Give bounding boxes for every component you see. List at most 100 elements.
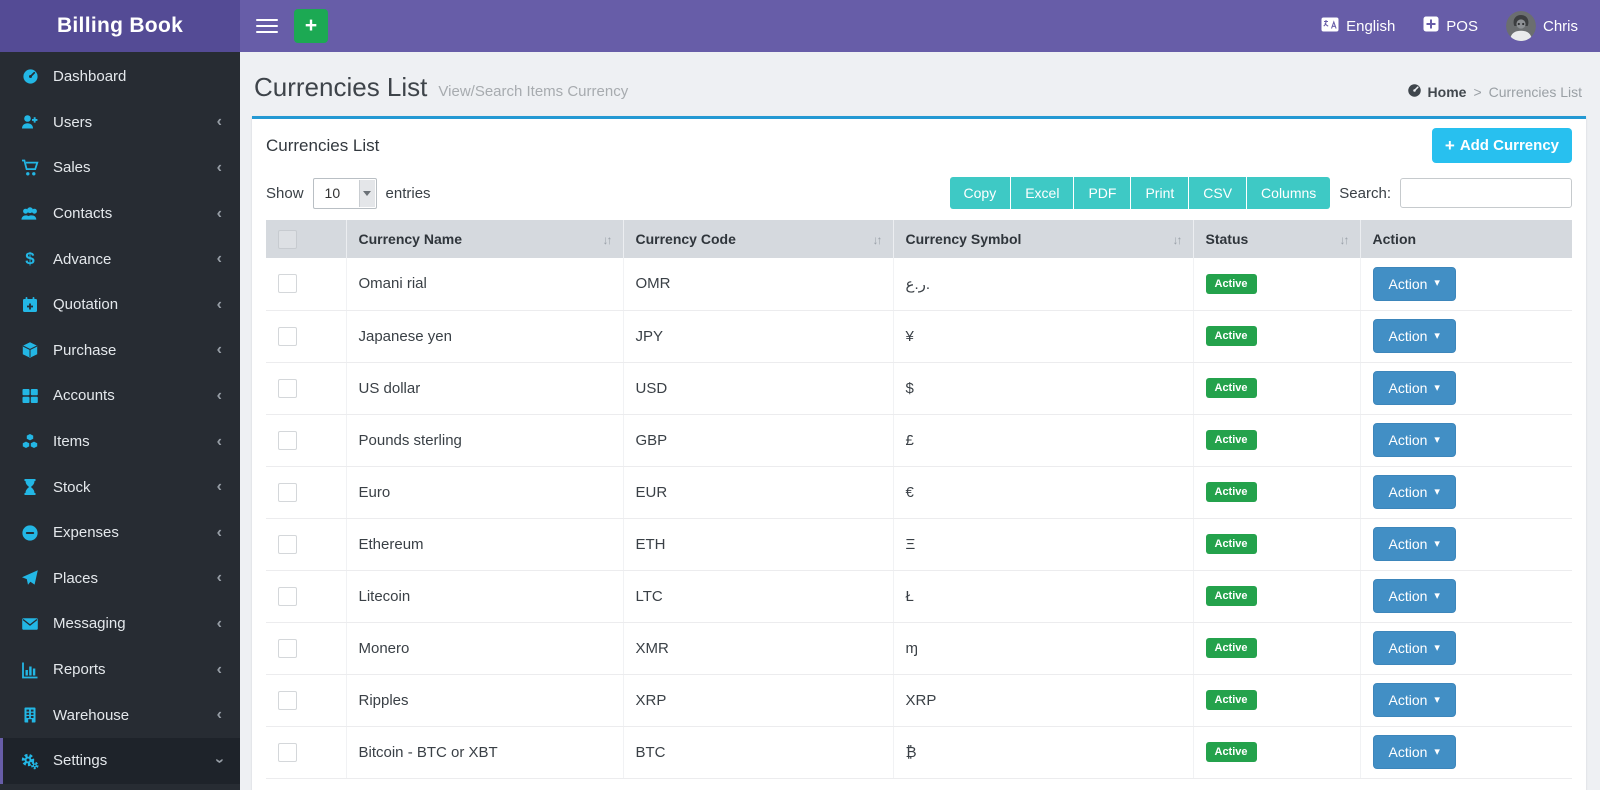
currency-code-cell: ETH bbox=[622, 518, 893, 571]
export-button[interactable]: Columns bbox=[1247, 177, 1331, 209]
add-currency-button[interactable]: + Add Currency bbox=[1431, 128, 1572, 163]
username: Chris bbox=[1542, 17, 1578, 35]
currency-name-cell: Litecoin bbox=[345, 570, 623, 623]
users-group-icon bbox=[20, 205, 40, 223]
page-title: Currencies List bbox=[254, 72, 428, 102]
envelope-icon bbox=[20, 615, 40, 633]
caret-down-icon: ▾ bbox=[1434, 589, 1440, 602]
currency-code-cell: XMR bbox=[622, 622, 893, 675]
breadcrumb-home-link[interactable]: Home bbox=[1407, 83, 1466, 101]
row-checkbox[interactable] bbox=[278, 638, 297, 658]
minus-circle-icon bbox=[20, 524, 40, 542]
action-dropdown-button[interactable]: Action ▾ bbox=[1372, 319, 1456, 353]
language-menu[interactable]: English bbox=[1321, 17, 1395, 36]
column-header-currency-code[interactable]: Currency Code ↓↑ bbox=[622, 220, 893, 258]
sidebar-item-sales[interactable]: Sales ‹ bbox=[0, 145, 240, 191]
language-icon bbox=[1321, 17, 1339, 36]
sidebar-item-reports[interactable]: Reports ‹ bbox=[0, 647, 240, 693]
sidebar-item-settings[interactable]: Settings ‹ bbox=[0, 737, 240, 784]
cube-icon bbox=[20, 341, 40, 359]
status-badge: Active bbox=[1205, 690, 1257, 710]
navbar: + English POS Chris bbox=[240, 0, 1600, 52]
search-input[interactable] bbox=[1400, 178, 1572, 208]
row-checkbox[interactable] bbox=[278, 586, 297, 606]
currency-name-cell: Japanese yen bbox=[345, 310, 623, 363]
sidebar-item-accounts[interactable]: Accounts ‹ bbox=[0, 373, 240, 419]
export-button[interactable]: PDF bbox=[1074, 177, 1132, 209]
row-checkbox[interactable] bbox=[278, 378, 297, 398]
table-row: Pounds sterling GBP £ Active Action ▾ bbox=[266, 414, 1572, 467]
row-checkbox[interactable] bbox=[278, 482, 297, 502]
action-dropdown-button[interactable]: Action ▾ bbox=[1372, 475, 1456, 509]
sort-icon: ↓↑ bbox=[1339, 233, 1350, 247]
sidebar-item-messaging[interactable]: Messaging ‹ bbox=[0, 601, 240, 647]
language-label: English bbox=[1346, 17, 1396, 35]
status-badge: Active bbox=[1205, 378, 1257, 398]
sidebar-item-advance[interactable]: $ Advance ‹ bbox=[0, 236, 240, 282]
chevron-left-icon: ‹ bbox=[216, 158, 222, 176]
sidebar-item-items[interactable]: Items ‹ bbox=[0, 419, 240, 465]
chevron-left-icon: ‹ bbox=[216, 341, 222, 359]
pos-menu[interactable]: POS bbox=[1423, 16, 1478, 36]
currency-name-cell: Ripples bbox=[345, 674, 623, 727]
column-header-status[interactable]: Status ↓↑ bbox=[1192, 220, 1360, 258]
row-checkbox[interactable] bbox=[278, 690, 297, 710]
user-plus-icon bbox=[20, 113, 40, 131]
currencies-table: Currency Name ↓↑ Currency Code ↓↑ Currency… bbox=[266, 220, 1572, 779]
caret-down-icon: ▾ bbox=[1434, 745, 1440, 758]
action-dropdown-button[interactable]: Action ▾ bbox=[1372, 735, 1456, 769]
sidebar-item-places[interactable]: Places ‹ bbox=[0, 556, 240, 602]
currency-code-cell: EUR bbox=[622, 466, 893, 519]
sort-icon: ↓↑ bbox=[1172, 233, 1183, 247]
caret-down-icon: ▾ bbox=[1434, 485, 1440, 498]
row-checkbox[interactable] bbox=[278, 742, 297, 762]
app-logo[interactable]: Billing Book bbox=[0, 0, 240, 52]
table-row: Omani rial OMR ر.ع. Active Action ▾ bbox=[266, 258, 1572, 311]
column-header-currency-name[interactable]: Currency Name ↓↑ bbox=[345, 220, 623, 258]
column-header-currency-symbol[interactable]: Currency Symbol ↓↑ bbox=[892, 220, 1193, 258]
action-dropdown-button[interactable]: Action ▾ bbox=[1372, 527, 1456, 561]
row-checkbox[interactable] bbox=[278, 326, 297, 346]
chevron-left-icon: ‹ bbox=[216, 569, 222, 587]
export-button[interactable]: CSV bbox=[1189, 177, 1248, 209]
row-checkbox[interactable] bbox=[278, 430, 297, 450]
currency-symbol-cell: ₿ bbox=[892, 726, 1193, 779]
table-row: Japanese yen JPY ¥ Active Action ▾ bbox=[266, 310, 1572, 363]
quick-add-button[interactable]: + bbox=[294, 9, 328, 43]
export-button[interactable]: Excel bbox=[1011, 177, 1075, 209]
sidebar-item-dashboard[interactable]: Dashboard bbox=[0, 54, 240, 100]
page-size-select[interactable]: 10 bbox=[312, 177, 377, 209]
sidebar-item-contacts[interactable]: Contacts ‹ bbox=[0, 191, 240, 237]
chevron-left-icon: ‹ bbox=[216, 660, 222, 678]
action-dropdown-button[interactable]: Action ▾ bbox=[1372, 266, 1456, 301]
export-button[interactable]: Copy bbox=[949, 177, 1012, 209]
caret-down-icon: ▾ bbox=[1434, 381, 1440, 394]
sidebar-item-expenses[interactable]: Expenses ‹ bbox=[0, 510, 240, 556]
sidebar-item-users[interactable]: Users ‹ bbox=[0, 100, 240, 146]
action-dropdown-button[interactable]: Action ▾ bbox=[1372, 683, 1456, 717]
currency-symbol-cell: € bbox=[892, 466, 1193, 519]
currency-symbol-cell: Ł bbox=[892, 570, 1193, 623]
hourglass-icon bbox=[20, 478, 40, 496]
chevron-left-icon: ‹ bbox=[216, 386, 222, 404]
currencies-card: Currencies List + Add Currency Show 10 e… bbox=[252, 116, 1586, 790]
sidebar-item-warehouse[interactable]: Warehouse ‹ bbox=[0, 692, 240, 738]
table-header-row: Currency Name ↓↑ Currency Code ↓↑ Currency… bbox=[266, 220, 1572, 258]
sidebar-item-purchase[interactable]: Purchase ‹ bbox=[0, 328, 240, 374]
sidebar-item-stock[interactable]: Stock ‹ bbox=[0, 464, 240, 510]
row-checkbox[interactable] bbox=[278, 274, 297, 294]
caret-down-icon: ▾ bbox=[1434, 693, 1440, 706]
user-menu[interactable]: Chris bbox=[1505, 11, 1578, 41]
table-row: Ripples XRP XRP Active Action ▾ bbox=[266, 674, 1572, 727]
currency-code-cell: BTC bbox=[622, 726, 893, 779]
export-button[interactable]: Print bbox=[1131, 177, 1190, 209]
row-checkbox[interactable] bbox=[278, 534, 297, 554]
action-dropdown-button[interactable]: Action ▾ bbox=[1372, 371, 1456, 405]
sidebar-item-quotation[interactable]: Quotation ‹ bbox=[0, 282, 240, 328]
hamburger-menu-icon[interactable] bbox=[256, 18, 278, 34]
export-buttons: Copy Excel PDF Print CSV Columns bbox=[949, 177, 1331, 209]
action-dropdown-button[interactable]: Action ▾ bbox=[1372, 631, 1456, 665]
action-dropdown-button[interactable]: Action ▾ bbox=[1372, 423, 1456, 457]
action-dropdown-button[interactable]: Action ▾ bbox=[1372, 579, 1456, 613]
select-all-checkbox[interactable] bbox=[278, 229, 297, 249]
